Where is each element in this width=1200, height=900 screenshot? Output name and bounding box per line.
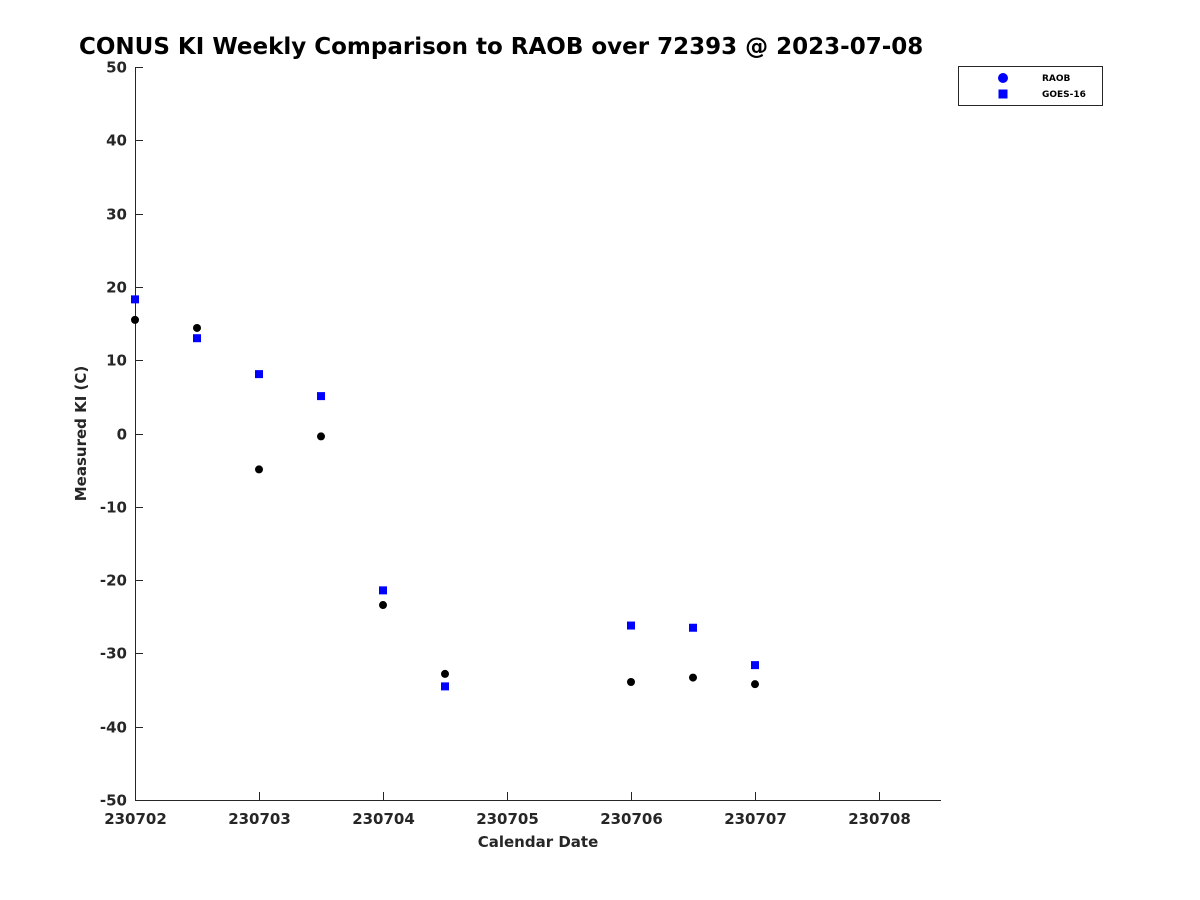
chart-title: CONUS KI Weekly Comparison to RAOB over …: [79, 34, 923, 60]
data-point-goes16: [317, 392, 325, 400]
y-tick-label: 50: [106, 59, 127, 77]
y-tick-label: -10: [100, 499, 127, 517]
data-point-raob: [441, 670, 449, 678]
y-axis-label: Measured KI (C): [72, 366, 90, 502]
x-tick-label: 230702: [104, 810, 167, 828]
x-axis-label: Calendar Date: [478, 833, 599, 851]
legend-marker-goes16: [999, 90, 1008, 99]
y-tick-label: -30: [100, 645, 127, 663]
legend: RAOB GOES-16: [959, 67, 1103, 106]
chart: CONUS KI Weekly Comparison to RAOB over …: [0, 0, 1200, 900]
y-tick-label: 0: [117, 426, 127, 444]
data-point-goes16: [689, 624, 697, 632]
data-point-raob: [193, 324, 201, 332]
data-point-raob: [317, 432, 325, 440]
figure-background: [0, 0, 1200, 900]
x-tick-label: 230708: [848, 810, 911, 828]
data-point-raob: [627, 678, 635, 686]
data-point-goes16: [441, 682, 449, 690]
y-tick-label: 40: [106, 132, 127, 150]
data-point-raob: [255, 465, 263, 473]
legend-label-raob: RAOB: [1042, 74, 1071, 84]
y-tick-label: -20: [100, 572, 127, 590]
data-point-goes16: [193, 334, 201, 342]
x-tick-label: 230703: [228, 810, 291, 828]
y-tick-label: -50: [100, 792, 127, 810]
y-tick-label: -40: [100, 719, 127, 737]
data-point-raob: [689, 674, 697, 682]
y-tick-label: 10: [106, 352, 127, 370]
data-point-goes16: [751, 661, 759, 669]
legend-label-goes16: GOES-16: [1042, 90, 1086, 100]
x-tick-label: 230706: [600, 810, 663, 828]
data-point-goes16: [379, 586, 387, 594]
y-tick-label: 20: [106, 279, 127, 297]
x-tick-label: 230707: [724, 810, 787, 828]
data-point-goes16: [255, 370, 263, 378]
data-point-raob: [131, 316, 139, 324]
data-point-raob: [379, 601, 387, 609]
data-point-goes16: [131, 295, 139, 303]
x-tick-label: 230705: [476, 810, 539, 828]
data-point-raob: [751, 680, 759, 688]
x-tick-label: 230704: [352, 810, 415, 828]
legend-marker-raob: [998, 73, 1008, 83]
y-tick-label: 30: [106, 206, 127, 224]
data-point-goes16: [627, 622, 635, 630]
